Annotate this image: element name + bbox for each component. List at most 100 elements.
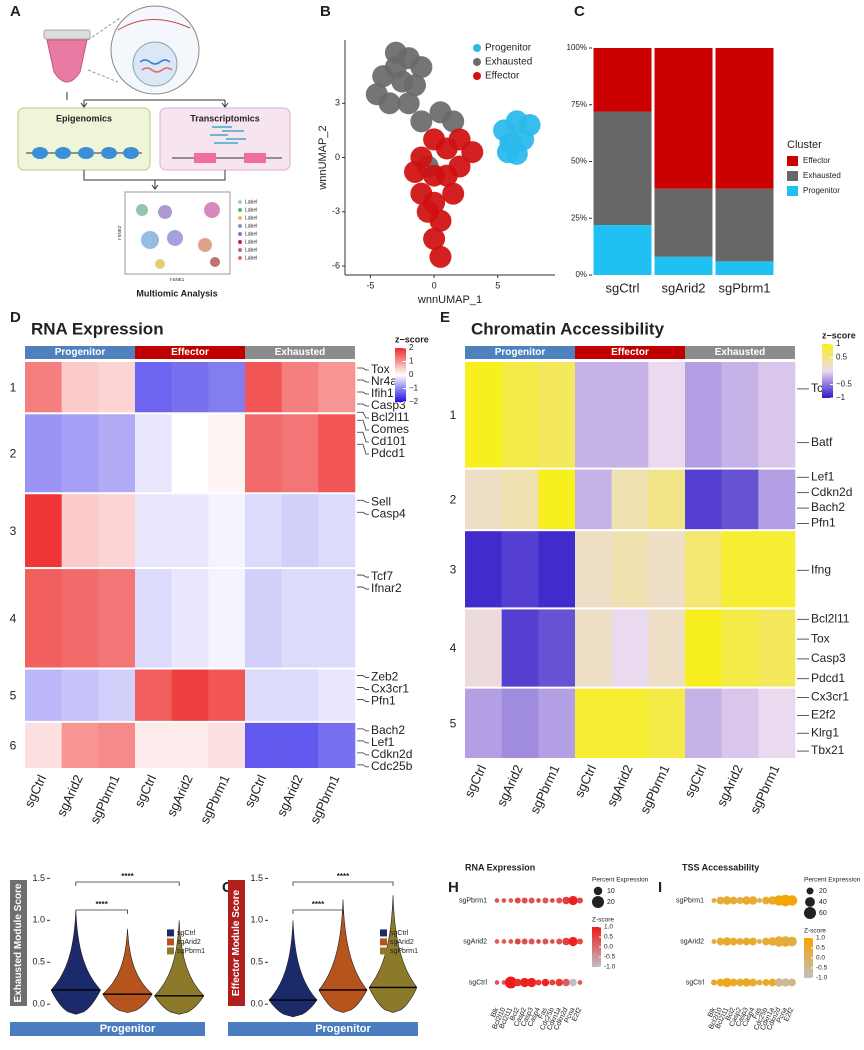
heatmap-cell (208, 362, 246, 413)
dot (742, 896, 751, 905)
dot (729, 937, 738, 946)
bar-segment (715, 48, 774, 189)
colorbar-tick-label: 1.0 (816, 935, 825, 942)
gene-connector (357, 411, 369, 419)
heatmap-cell (208, 414, 246, 493)
dot (748, 896, 758, 905)
chart-title: TSS Accessability (682, 862, 759, 872)
dot (536, 898, 541, 903)
colorbar-tick-label: −0.5 (836, 380, 852, 389)
data-point (496, 141, 519, 164)
tsne-axis-label: t-SNE1 (170, 277, 185, 282)
heatmap-cell (758, 609, 796, 687)
dot (729, 978, 738, 987)
heatmap-cell (25, 494, 62, 568)
nucleosome (78, 147, 94, 159)
violin (102, 928, 153, 1013)
heatmap-cell (281, 722, 319, 768)
dot (526, 977, 537, 988)
dot (508, 898, 514, 903)
dot (528, 938, 535, 945)
dot (513, 978, 522, 987)
y-tick-label: 50% (571, 157, 587, 166)
y-axis-label: Exhausted Module Score (13, 883, 24, 1002)
bar-segment (654, 256, 713, 275)
y-tick-label: -6 (332, 260, 340, 270)
dot (757, 939, 762, 944)
heatmap-cell (721, 609, 759, 687)
gene-connector (357, 499, 369, 503)
y-tick-label: 25% (571, 213, 587, 222)
colorbar-tick-label: −1 (409, 384, 419, 393)
schematic-caption: Multiomic Analysis (136, 288, 217, 298)
legend-label: Effector (803, 156, 831, 165)
gene-connector (357, 764, 369, 768)
heatmap-cell (171, 414, 209, 493)
heatmap-cell (61, 362, 99, 413)
tube (46, 39, 88, 83)
y-tick-label: 0.0 (32, 999, 45, 1009)
colorbar-tick-label: 2 (409, 343, 414, 352)
panel-label: A (10, 3, 21, 20)
gene-label: Comes (371, 422, 409, 436)
heatmap-cell (98, 494, 136, 568)
heatmap-cell (135, 722, 172, 768)
heatmap-cell (648, 469, 686, 530)
size-legend-label: 20 (819, 888, 827, 895)
dot (711, 939, 717, 944)
dot (508, 939, 514, 944)
box-title: Transcriptomics (190, 113, 260, 123)
gene-connector (357, 403, 369, 407)
data-point (442, 110, 465, 133)
panel-label: H (448, 879, 459, 896)
colorbar-tick-label: 1 (836, 339, 841, 348)
dot (577, 897, 583, 904)
color-legend-title: Z-score (592, 917, 614, 924)
dot (762, 979, 770, 986)
x-tick-label: Blk (490, 1006, 501, 1018)
violin (268, 920, 318, 1018)
legend-title: Cluster (787, 139, 822, 151)
row-cluster-label: 3 (10, 524, 17, 538)
nucleosome (123, 147, 139, 159)
dot (521, 897, 528, 904)
tube-cap (43, 29, 91, 40)
data-point (448, 155, 471, 178)
heatmap-cell (318, 722, 356, 768)
gene-connector (357, 740, 369, 744)
heatmap-cell (465, 531, 502, 608)
gene-label: Bcl2l11 (811, 611, 850, 625)
heatmap-cell (171, 494, 209, 568)
y-tick-label: 75% (571, 100, 587, 109)
legend-label: Exhausted (803, 171, 841, 180)
gene-label: Batf (811, 435, 833, 449)
gene-connector (357, 728, 369, 732)
heatmap-cell (245, 362, 282, 413)
dot (762, 937, 770, 946)
dot (521, 938, 528, 945)
heatmap-cell (25, 414, 62, 493)
heatmap-cell (758, 688, 796, 758)
colorbar-tick-label: -0.5 (816, 965, 828, 972)
dot (781, 978, 790, 987)
x-axis-label: Progenitor (100, 1023, 156, 1035)
legend-label: Label (245, 199, 257, 205)
y-tick-label: 1.0 (250, 915, 263, 925)
dot (494, 980, 500, 985)
row-label: sgArid2 (680, 938, 704, 945)
gene-label: Pdcd1 (371, 446, 405, 460)
heatmap-cell (721, 469, 759, 530)
legend-swatch (167, 929, 174, 937)
colorbar-tick-label: 0.5 (604, 934, 613, 941)
legend-swatch (787, 156, 798, 166)
x-tick-label: sgPbrm1 (718, 280, 770, 295)
gene-connector (357, 367, 369, 371)
significance-label: **** (121, 872, 134, 881)
panel-label: E (440, 309, 450, 326)
size-legend-title: Percent Expression (592, 877, 649, 884)
dot (577, 938, 583, 945)
gene-connector (357, 574, 369, 578)
gene-label: Cdkn2d (371, 747, 412, 761)
heatmap-cell (61, 669, 99, 721)
heatmap-cell (61, 414, 99, 493)
